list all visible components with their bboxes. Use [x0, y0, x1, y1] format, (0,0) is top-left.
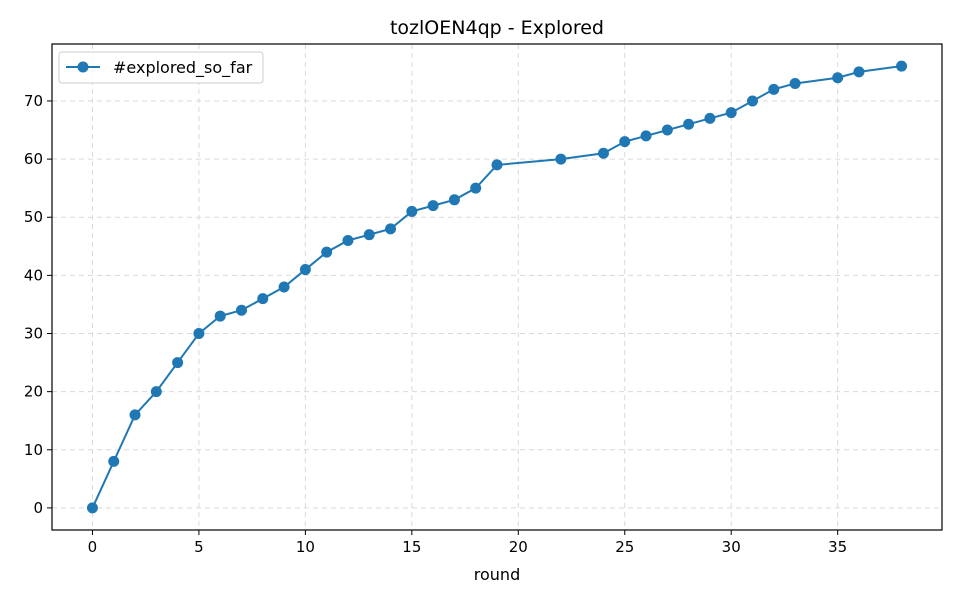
data-point: [555, 153, 567, 165]
data-point: [172, 357, 184, 369]
data-point: [363, 229, 375, 241]
data-point: [108, 455, 120, 467]
x-tick-label: 0: [88, 538, 98, 556]
chart-title: tozlOEN4qp - Explored: [390, 17, 604, 39]
x-tick-label: 5: [194, 538, 204, 556]
legend-box: [58, 51, 264, 84]
data-point: [597, 147, 609, 159]
data-point: [661, 124, 673, 136]
data-point: [725, 107, 737, 119]
data-point: [448, 194, 460, 206]
legend-marker-swatch: [77, 61, 89, 73]
data-point: [86, 502, 98, 514]
x-tick-label: 30: [722, 538, 741, 556]
x-axis-label: round: [474, 565, 520, 584]
grid: [52, 44, 942, 530]
y-tick-label: 0: [33, 499, 43, 517]
data-point: [491, 159, 503, 171]
x-tick-label: 20: [509, 538, 528, 556]
data-point: [832, 72, 844, 84]
data-point: [427, 200, 439, 212]
data-point: [789, 78, 801, 90]
data-point: [385, 223, 397, 235]
x-tick-label: 10: [296, 538, 315, 556]
data-point: [640, 130, 652, 142]
data-point: [896, 60, 908, 72]
series-line: [91, 65, 902, 509]
data-point: [235, 304, 247, 316]
legend: #explored_so_far: [58, 51, 264, 84]
y-tick-label: 10: [24, 441, 43, 459]
data-point: [321, 246, 333, 258]
data-point: [278, 281, 290, 293]
data-point: [193, 328, 205, 340]
data-point: [683, 118, 695, 130]
y-tick-label: 50: [24, 208, 43, 226]
x-tick-label: 35: [828, 538, 847, 556]
y-tick-label: 20: [24, 383, 43, 401]
plot-frame: [51, 43, 943, 531]
data-point: [129, 409, 141, 421]
axis-ticks: 0 5 10 15 20 25 30 35 0 10 20 30 40 50 60 70: [24, 92, 847, 556]
data-point: [470, 182, 482, 194]
data-point: [214, 310, 226, 322]
data-point: [257, 293, 269, 305]
y-tick-label: 60: [24, 150, 43, 168]
data-point: [853, 66, 865, 78]
x-tick-label: 25: [615, 538, 634, 556]
data-point: [747, 95, 759, 107]
y-tick-label: 40: [24, 266, 43, 284]
data-point: [150, 386, 162, 398]
data-point: [299, 264, 311, 276]
data-point: [406, 205, 418, 217]
series-layer: [86, 60, 908, 514]
data-point: [768, 83, 780, 95]
y-tick-label: 70: [24, 92, 43, 110]
data-point: [704, 112, 716, 124]
data-point: [342, 234, 354, 246]
y-tick-label: 30: [24, 325, 43, 343]
legend-label: #explored_so_far: [113, 58, 253, 78]
x-tick-label: 15: [402, 538, 421, 556]
data-point: [619, 136, 631, 148]
